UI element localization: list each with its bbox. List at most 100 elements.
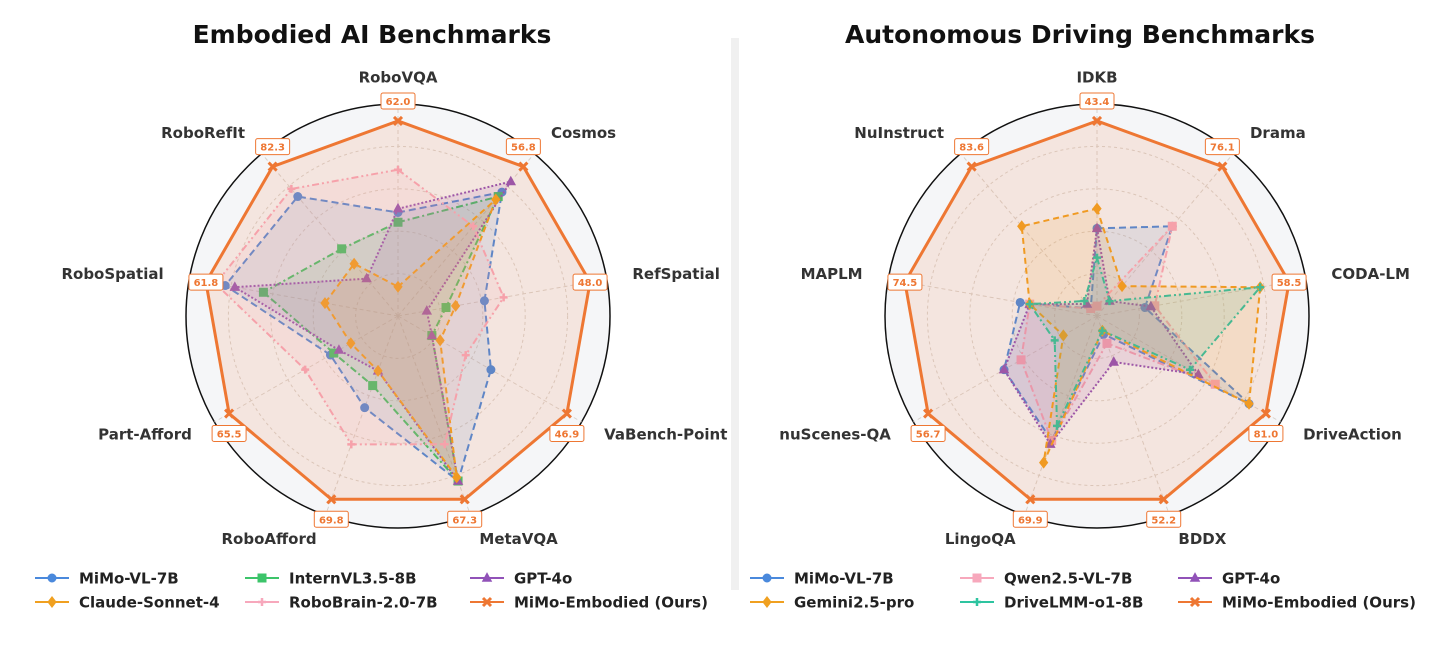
value-label: 74.5 — [893, 278, 918, 289]
legend-label: MiMo-Embodied (Ours) — [1222, 594, 1416, 612]
value-label-box — [505, 138, 541, 156]
value-label-box — [313, 510, 349, 528]
marker — [435, 334, 445, 347]
marker — [1025, 494, 1036, 505]
marker — [258, 598, 266, 606]
marker — [1053, 421, 1062, 430]
value-label: 69.9 — [1018, 515, 1043, 526]
spoke — [1096, 278, 1306, 317]
marker — [762, 595, 772, 609]
value-label: 56.7 — [916, 430, 941, 441]
legend-label: Claude-Sonnet-4 — [79, 594, 220, 612]
marker — [1015, 297, 1025, 307]
axis-label: RoboAfford — [221, 530, 316, 548]
axis-label: RefSpatial — [632, 265, 720, 283]
marker — [1080, 296, 1089, 305]
marker — [1105, 297, 1114, 306]
marker — [47, 595, 57, 609]
marker — [1050, 336, 1059, 345]
marker — [479, 296, 489, 306]
marker — [393, 217, 403, 227]
spoke — [1096, 315, 1170, 516]
axis-label: DriveAction — [1303, 426, 1402, 444]
marker — [1093, 253, 1101, 262]
marker — [426, 329, 438, 340]
marker — [1167, 221, 1177, 231]
axis-label: CODA-LM — [1331, 265, 1410, 283]
marker — [923, 408, 934, 419]
marker — [349, 257, 359, 270]
axis-label: LingoQA — [945, 530, 1016, 548]
marker — [394, 165, 402, 174]
value-label-box — [255, 138, 291, 156]
series-area — [1002, 228, 1201, 446]
axis-label: MetaVQA — [479, 530, 558, 548]
value-label: 76.1 — [1210, 143, 1235, 154]
marker — [337, 244, 347, 254]
marker — [1189, 596, 1201, 608]
value-label: 48.0 — [578, 278, 603, 289]
legend-label: InternVL3.5-8B — [289, 570, 417, 588]
marker — [320, 297, 330, 310]
value-label-box — [1012, 510, 1048, 528]
marker — [491, 193, 501, 206]
marker — [966, 161, 977, 172]
marker — [392, 115, 404, 127]
marker — [1158, 494, 1169, 505]
spoke — [325, 315, 399, 516]
marker — [518, 161, 529, 172]
value-label-box — [1146, 510, 1182, 528]
marker — [257, 573, 267, 583]
value-label-box — [954, 138, 990, 156]
spoke — [960, 153, 1098, 317]
marker — [1017, 220, 1027, 233]
axis-label: BDDX — [1178, 530, 1226, 548]
marker — [440, 440, 449, 449]
marker — [973, 598, 981, 606]
series-area — [1020, 222, 1219, 443]
marker — [287, 184, 296, 193]
value-label-box — [887, 273, 923, 291]
legend-label: MiMo-VL-7B — [79, 570, 179, 588]
marker — [1102, 338, 1112, 348]
value-label-box — [910, 425, 946, 443]
axis-label: RoboVQA — [359, 69, 438, 87]
legend-label: MiMo-Embodied (Ours) — [514, 594, 708, 612]
series-area — [323, 198, 497, 481]
grid-ring — [270, 188, 526, 444]
marker — [1092, 202, 1102, 215]
marker — [505, 175, 517, 186]
axis-label: VaBench-Point — [604, 426, 727, 444]
marker — [441, 303, 451, 313]
legend-label: RoboBrain-2.0-7B — [289, 594, 438, 612]
legend-label: Qwen2.5-VL-7B — [1004, 570, 1132, 588]
marker — [486, 365, 496, 375]
value-label-box — [447, 510, 483, 528]
value-label: 46.9 — [555, 430, 580, 441]
marker — [1039, 456, 1049, 469]
marker — [258, 287, 268, 297]
axis-label: RoboSpatial — [61, 265, 163, 283]
marker — [972, 573, 982, 583]
axis-label: NuInstruct — [854, 124, 944, 142]
value-label: 56.8 — [511, 143, 536, 154]
series-area — [204, 119, 592, 501]
marker — [326, 494, 337, 505]
marker — [421, 305, 433, 315]
marker — [47, 573, 57, 583]
legend-label: MiMo-VL-7B — [794, 570, 894, 588]
marker — [224, 408, 235, 419]
value-label: 82.3 — [260, 143, 285, 154]
marker — [1210, 379, 1220, 389]
marker — [373, 364, 383, 377]
value-label: 52.2 — [1151, 515, 1176, 526]
divider — [731, 38, 739, 590]
legend-label: DriveLMM-o1-8B — [1004, 594, 1143, 612]
marker — [481, 572, 493, 582]
marker — [1244, 397, 1254, 410]
axis-label: Part-Afford — [98, 426, 192, 444]
marker — [762, 573, 772, 583]
marker — [361, 272, 372, 283]
marker — [1260, 408, 1271, 419]
